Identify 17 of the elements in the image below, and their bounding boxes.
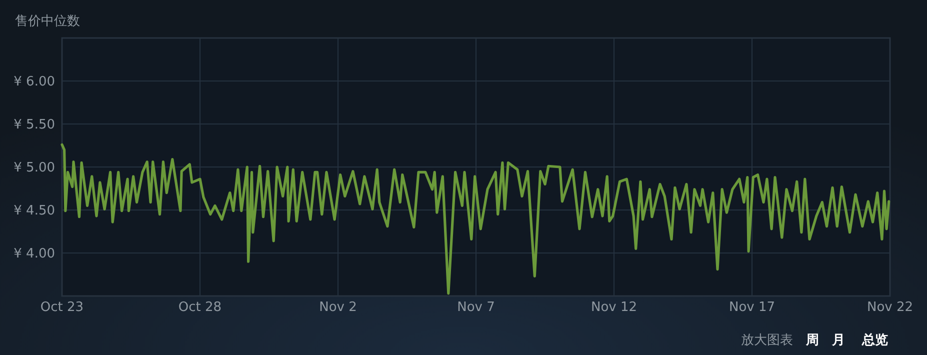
y-tick-label: ¥ 4.00: [14, 246, 55, 262]
x-tick-label: Oct 23: [40, 300, 84, 315]
text: 总览: [861, 332, 888, 348]
y-tick-label: ¥ 5.00: [14, 160, 55, 176]
x-tick-label: Oct 28: [178, 300, 222, 315]
x-tick-label: Nov 2: [319, 300, 357, 315]
x-tick-label: Nov 7: [457, 300, 495, 315]
chart-title: 售价中位数: [15, 14, 80, 29]
x-tick-label: Nov 17: [728, 300, 776, 315]
y-tick-label: ¥ 6.00: [14, 74, 55, 90]
x-tick-label: Nov 22: [866, 300, 914, 315]
x-tick-label: Nov 12: [590, 300, 638, 315]
y-tick-label: ¥ 4.50: [14, 204, 55, 218]
text: 月: [831, 333, 845, 348]
y-tick-label: ¥ 5.50: [14, 118, 55, 132]
text: 放大图表: [741, 333, 793, 348]
text: 周: [805, 333, 819, 348]
